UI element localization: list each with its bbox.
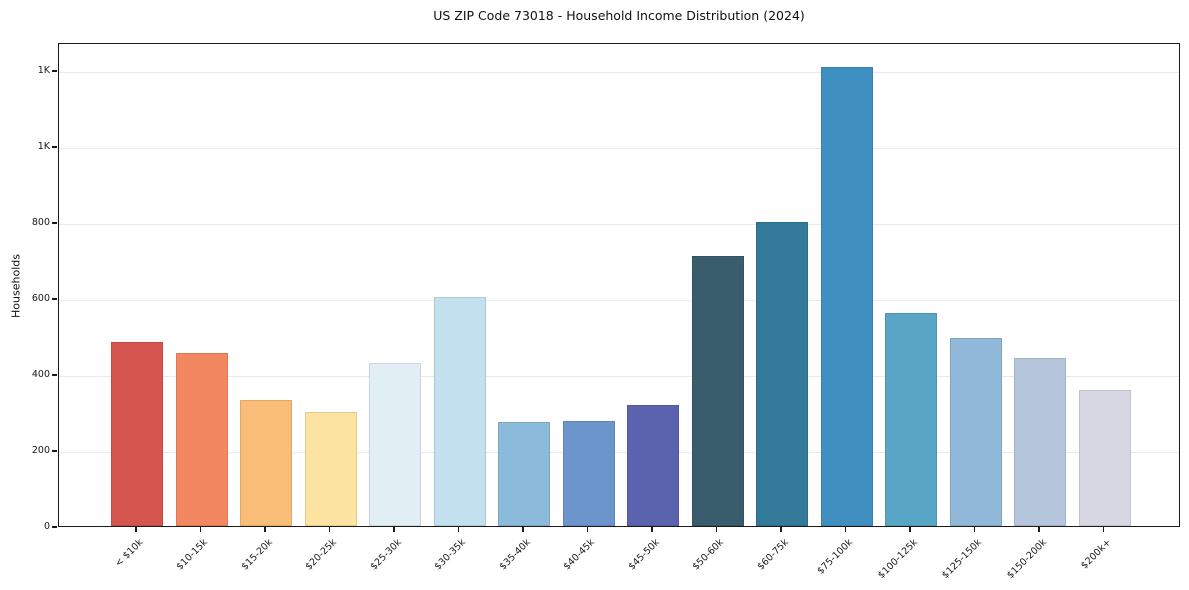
y-tick-mark <box>52 298 57 300</box>
bar-$150-200k <box>1014 358 1066 526</box>
bar-$45-50k <box>627 405 679 526</box>
y-tick-mark <box>52 146 57 148</box>
bar-$100-125k <box>885 312 937 526</box>
x-tick-mark <box>844 527 847 532</box>
bar-$15-20k <box>240 399 292 526</box>
x-tick-mark <box>199 527 202 532</box>
bar-$60-75k <box>756 222 808 526</box>
y-tick-mark <box>52 450 57 452</box>
bar-< $10k <box>111 342 163 526</box>
x-tick-mark <box>780 527 782 532</box>
x-tick-label: $50-60k <box>690 537 727 573</box>
x-tick-label: $35-40k <box>497 537 533 573</box>
bar-$25-30k <box>369 363 421 526</box>
y-tick-label: 800 <box>31 217 50 229</box>
gridline-600 <box>59 299 1179 301</box>
gridline-1K <box>59 71 1179 73</box>
y-tick-mark <box>52 526 57 528</box>
x-tick-mark <box>393 527 395 532</box>
bar-$40-45k <box>562 421 615 526</box>
bar-$10-15k <box>175 353 228 526</box>
x-tick-label: $10-15k <box>174 537 211 573</box>
bar-$50-60k <box>691 255 744 526</box>
bar-$30-35k <box>433 297 486 526</box>
x-tick-mark <box>973 527 976 532</box>
x-tick-mark <box>264 527 266 532</box>
x-tick-label: $45-50k <box>626 537 662 573</box>
x-tick-label: $125-150k <box>940 537 985 582</box>
y-tick-label: 1K <box>37 65 50 77</box>
gridline-800 <box>59 223 1179 225</box>
x-tick-mark <box>715 527 718 532</box>
x-tick-mark <box>909 527 911 532</box>
x-tick-mark <box>1102 527 1105 532</box>
chart-title: US ZIP Code 73018 - Household Income Dis… <box>433 8 805 23</box>
x-tick-mark <box>522 527 524 532</box>
gridline-400 <box>59 375 1179 377</box>
y-tick-mark <box>52 222 57 224</box>
gridline-200 <box>59 451 1179 453</box>
plot-area <box>58 43 1180 527</box>
x-tick-label: $200k+ <box>1078 537 1114 572</box>
x-tick-label: $40-45k <box>561 537 598 573</box>
x-tick-label: < $10k <box>113 537 146 570</box>
x-tick-label: $60-75k <box>755 537 791 573</box>
x-tick-mark <box>586 527 589 532</box>
bar-$200k+ <box>1078 390 1131 526</box>
x-tick-mark <box>328 527 331 532</box>
y-tick-label: 1K <box>37 141 50 153</box>
y-tick-label: 0 <box>43 521 50 532</box>
bar-$75-100k <box>820 67 873 526</box>
x-tick-mark <box>457 527 460 532</box>
x-tick-label: $30-35k <box>432 537 469 573</box>
bar-$125-150k <box>949 337 1002 526</box>
y-tick-label: 400 <box>31 369 50 381</box>
x-tick-label: $150-200k <box>1004 537 1049 582</box>
bar-$20-25k <box>304 412 357 526</box>
x-tick-label: $15-20k <box>239 537 275 573</box>
bar-$35-40k <box>498 421 550 526</box>
y-axis-label: Households <box>9 254 23 318</box>
x-tick-label: $20-25k <box>303 537 340 573</box>
gridline-1K <box>59 147 1179 149</box>
y-tick-mark <box>52 70 57 72</box>
x-tick-mark <box>1038 527 1040 532</box>
y-tick-mark <box>52 374 57 376</box>
x-tick-label: $100-125k <box>875 537 920 582</box>
x-tick-label: $25-30k <box>368 537 404 573</box>
x-tick-label: $75-100k <box>815 537 856 577</box>
y-tick-label: 200 <box>31 445 50 457</box>
y-tick-label: 600 <box>31 293 50 305</box>
x-tick-mark <box>135 527 137 532</box>
x-tick-mark <box>651 527 653 532</box>
